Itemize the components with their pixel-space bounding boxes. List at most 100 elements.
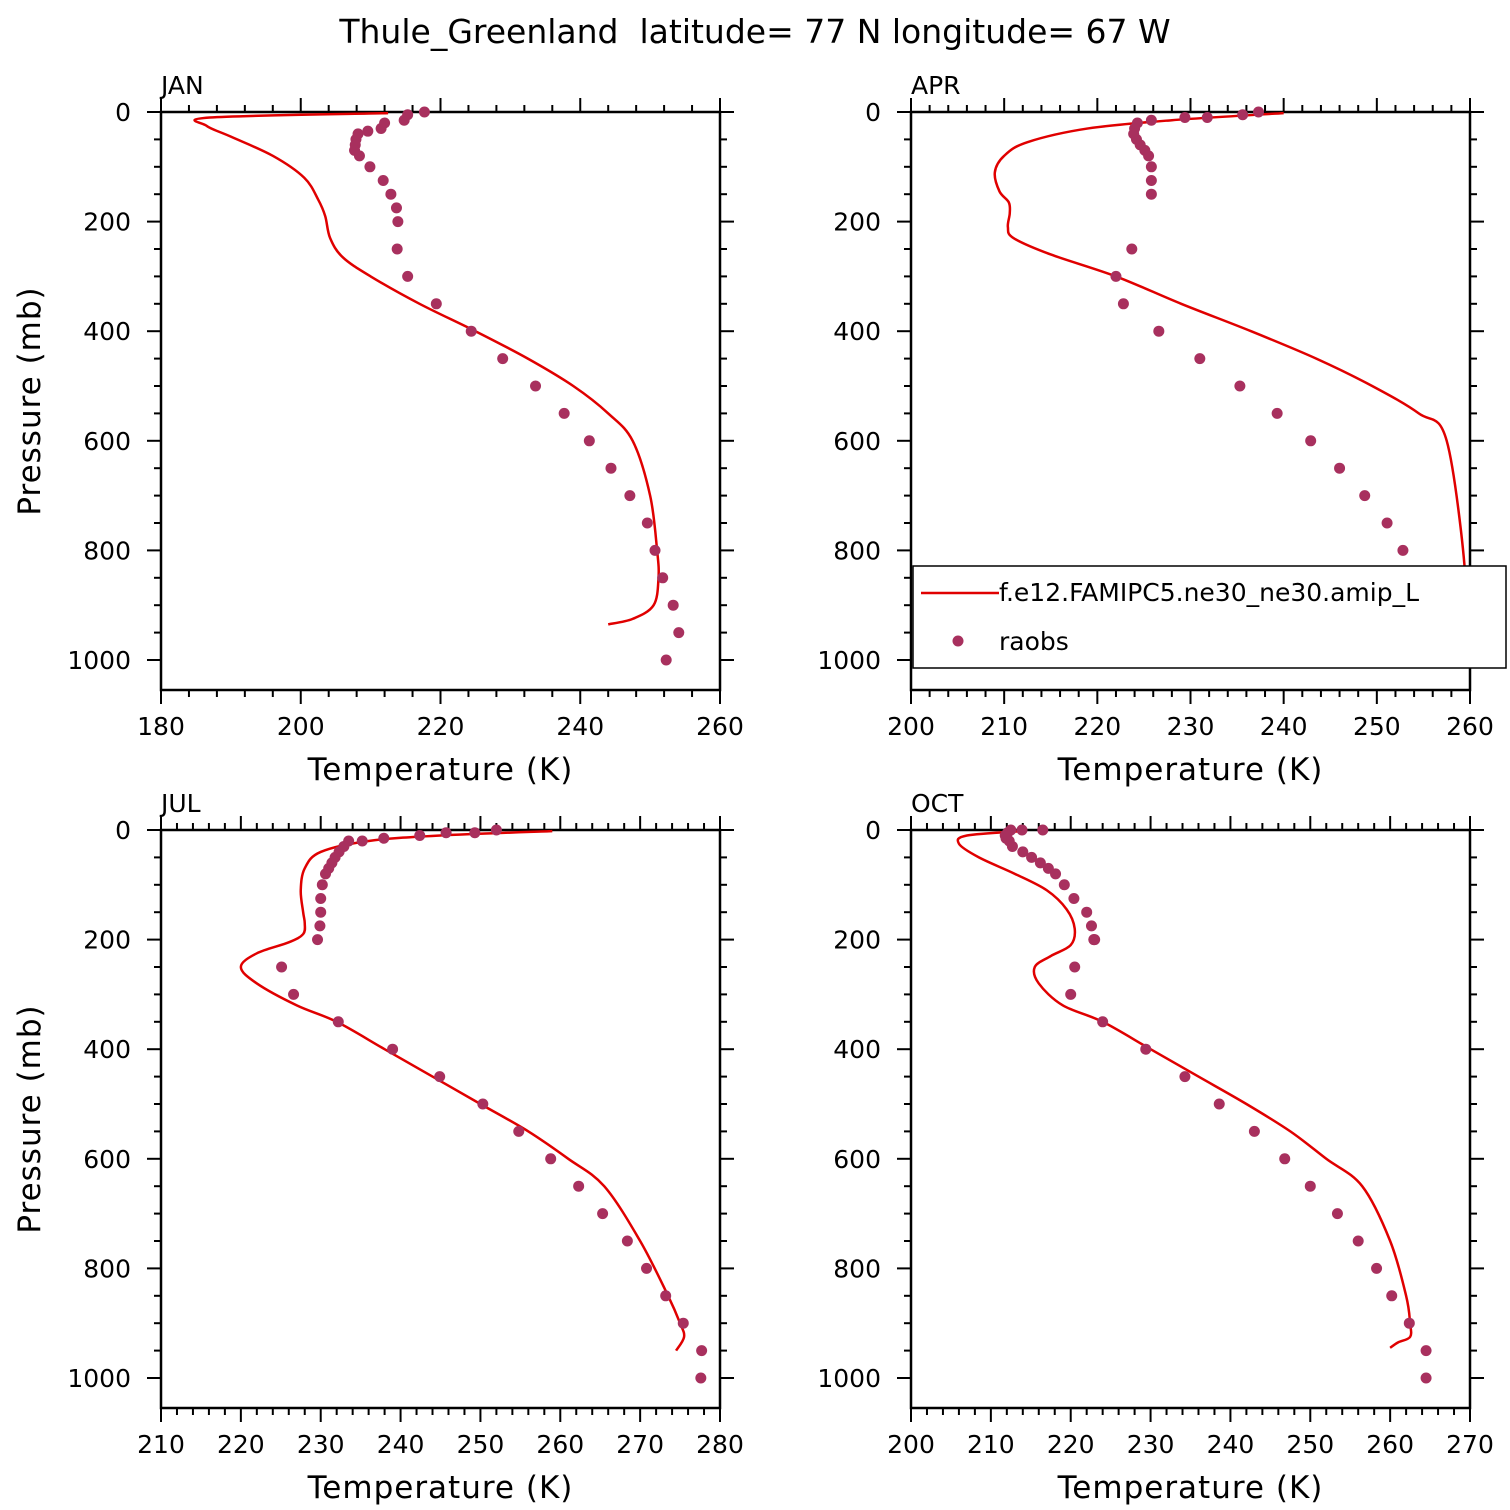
oct-raobs-point: [1069, 961, 1081, 973]
jul-raobs-point: [513, 1125, 525, 1137]
jul-y-tick-label: 0: [115, 816, 131, 845]
legend-box: [912, 565, 1507, 669]
jul-raobs-point: [477, 1098, 489, 1110]
jan-raobs-point: [390, 202, 402, 214]
jan-raobs-point: [392, 216, 404, 228]
oct-raobs-point: [1026, 851, 1038, 863]
jul-y-tick-label: 800: [83, 1254, 131, 1283]
oct-raobs-point: [1034, 857, 1046, 869]
jan-x-tick-label: 220: [417, 712, 465, 741]
jul-x-tick-label: 280: [696, 1430, 744, 1459]
jul-x-tick-label: 210: [137, 1430, 185, 1459]
jan-y-tick-label: 1000: [67, 646, 131, 675]
jan-raobs-point: [649, 544, 661, 556]
oct-x-tick-label: 250: [1286, 1430, 1334, 1459]
apr-raobs-point: [1359, 490, 1371, 502]
jul-raobs-point: [490, 824, 502, 836]
apr-raobs-point: [1334, 462, 1346, 474]
oct-raobs-point: [1017, 846, 1029, 858]
oct-raobs-point: [1386, 1290, 1398, 1302]
jan-x-tick-label: 240: [556, 712, 604, 741]
legend-raobs-label: raobs: [999, 627, 1069, 656]
apr-x-tick-label: 210: [980, 712, 1028, 741]
oct-y-tick-label: 200: [833, 926, 881, 955]
apr-raobs-point: [1117, 298, 1129, 310]
apr-x-tick-label: 230: [1167, 712, 1215, 741]
oct-raobs-point: [1420, 1345, 1432, 1357]
apr-y-tick-label: 1000: [817, 646, 881, 675]
oct-x-tick-label: 220: [1047, 1430, 1095, 1459]
apr-raobs-point: [1126, 243, 1138, 255]
jan-raobs-point: [583, 435, 595, 447]
jul-raobs-point: [641, 1262, 653, 1274]
apr-raobs-point: [1179, 111, 1191, 123]
jan-raobs-point: [660, 654, 672, 666]
apr-raobs-point: [1271, 407, 1283, 419]
jul-x-axis-title: Temperature (K): [307, 1470, 574, 1506]
apr-raobs-point: [1237, 109, 1249, 121]
jul-y-tick-label: 400: [83, 1035, 131, 1064]
oct-y-tick-label: 0: [865, 816, 881, 845]
jul-raobs-point: [677, 1317, 689, 1329]
jul-raobs-point: [696, 1345, 708, 1357]
oct-raobs-point: [1279, 1153, 1291, 1165]
oct-raobs-point: [1248, 1125, 1260, 1137]
jul-raobs-point: [356, 835, 368, 847]
apr-raobs-point: [1143, 150, 1155, 162]
jan-plot-frame: [159, 110, 722, 692]
oct-raobs-point: [1371, 1262, 1383, 1274]
jan-raobs-point: [605, 462, 617, 474]
jul-raobs-point: [332, 1016, 344, 1028]
oct-raobs-point: [1016, 824, 1028, 836]
apr-x-tick-label: 260: [1446, 712, 1494, 741]
oct-raobs-point: [1331, 1208, 1343, 1220]
oct-raobs-point: [1058, 879, 1070, 891]
jan-raobs-point: [641, 517, 653, 529]
apr-raobs-point: [1145, 161, 1157, 173]
jul-raobs-point: [288, 988, 300, 1000]
jan-raobs-point: [430, 298, 442, 310]
oct-y-tick-label: 800: [833, 1254, 881, 1283]
apr-raobs-point: [1381, 517, 1393, 529]
apr-raobs-point: [1145, 175, 1157, 186]
oct-raobs-point: [1140, 1043, 1152, 1055]
jan-raobs-point: [375, 122, 387, 134]
jan-raobs-point: [398, 114, 410, 126]
jul-model-line: [239, 829, 686, 1352]
jan-raobs-point: [465, 325, 477, 337]
jul-raobs-point: [434, 1071, 446, 1083]
jan-raobs-point: [418, 106, 430, 118]
apr-raobs-point: [1305, 435, 1317, 447]
oct-x-tick-label: 270: [1446, 1430, 1494, 1459]
jan-raobs-point: [657, 572, 669, 584]
jul-raobs-point: [387, 1043, 399, 1055]
apr-x-tick-label: 240: [1260, 712, 1308, 741]
jan-x-tick-label: 200: [277, 712, 325, 741]
oct-raobs-point: [1097, 1016, 1109, 1028]
jan-y-tick-label: 600: [83, 427, 131, 456]
oct-x-tick-label: 260: [1366, 1430, 1414, 1459]
apr-raobs-point: [1153, 325, 1165, 337]
oct-x-tick-label: 240: [1207, 1430, 1255, 1459]
jan-y-tick-label: 400: [83, 317, 131, 346]
oct-raobs-point: [1065, 988, 1077, 1000]
jan-raobs-point: [673, 627, 685, 639]
jul-raobs-point: [276, 961, 288, 973]
jan-y-tick-label: 0: [115, 98, 131, 127]
apr-model-line: [993, 111, 1467, 636]
apr-raobs-point: [1201, 111, 1213, 123]
oct-raobs-point: [1403, 1317, 1415, 1329]
jul-y-tick-label: 600: [83, 1145, 131, 1174]
legend-model-label: f.e12.FAMIPC5.ne30_ne30.amip_L: [999, 578, 1419, 607]
jul-x-tick-label: 270: [616, 1430, 664, 1459]
jul-plot-frame: [159, 828, 722, 1410]
jul-raobs-point: [621, 1235, 633, 1247]
oct-plot-frame: [909, 828, 1472, 1410]
legend-raobs-swatch: [952, 635, 964, 647]
jan-panel-title: JAN: [159, 71, 204, 100]
jan-raobs-point: [362, 125, 374, 137]
apr-raobs-point: [1110, 270, 1122, 282]
jul-raobs-point: [414, 829, 426, 841]
apr-x-tick-label: 250: [1353, 712, 1401, 741]
jul-raobs-point: [695, 1372, 707, 1384]
